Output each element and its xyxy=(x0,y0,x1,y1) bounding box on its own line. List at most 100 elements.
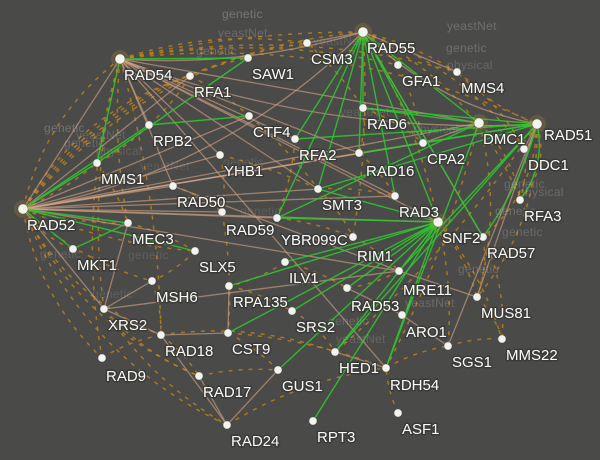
node-RAD6[interactable] xyxy=(358,103,368,113)
edge-RAD52-MMS1 xyxy=(22,162,98,210)
node-YBR099C[interactable] xyxy=(272,213,282,223)
node-label-RAD18: RAD18 xyxy=(165,343,213,360)
edge-ILV1-RAD53 xyxy=(284,261,348,289)
node-MMS22[interactable] xyxy=(497,334,507,344)
edge-RAD6-DMC1 xyxy=(362,107,480,124)
node-SNF2[interactable] xyxy=(432,216,444,228)
node-RAD24[interactable] xyxy=(222,420,232,430)
edge-XRS2-RAD24 xyxy=(103,308,228,426)
edge-RAD52-RFA1 xyxy=(22,75,191,210)
node-RPA135[interactable] xyxy=(224,281,234,291)
node-MEC3[interactable] xyxy=(123,218,133,228)
node-SLX5[interactable] xyxy=(190,246,200,256)
edge-RAD17-GUS1 xyxy=(198,368,279,377)
network-watermark: genetic xyxy=(458,262,499,276)
edge-RAD55-RAD51 xyxy=(362,31,538,125)
node-HED1[interactable] xyxy=(330,347,340,357)
edge-RAD51-RFA2 xyxy=(294,123,538,140)
node-RFA1[interactable] xyxy=(185,71,195,81)
node-GFA1[interactable] xyxy=(393,60,403,70)
network-watermark: genetic xyxy=(222,7,263,21)
node-RAD51[interactable] xyxy=(531,118,543,130)
edge-RAD51-SMT3 xyxy=(317,123,538,190)
edge-RAD50-RAD59 xyxy=(172,185,223,213)
node-MMS1[interactable] xyxy=(92,158,102,168)
node-SAW1[interactable] xyxy=(243,53,253,63)
node-RAD55[interactable] xyxy=(357,26,369,38)
node-RAD59[interactable] xyxy=(217,207,227,217)
edge-RAD51-MUS81 xyxy=(476,123,538,298)
node-label-HED1: HED1 xyxy=(339,360,379,377)
network-watermark: genetic xyxy=(504,177,545,191)
node-label-SNF2: SNF2 xyxy=(442,230,480,247)
node-RAD17[interactable] xyxy=(194,371,204,381)
network-watermark: genetic xyxy=(495,204,536,218)
node-SRS2[interactable] xyxy=(287,306,297,316)
edge-RPB2-CTF4 xyxy=(148,115,250,126)
edge-RAD52-RFA1 xyxy=(22,75,191,210)
node-MKT1[interactable] xyxy=(68,244,78,254)
node-RAD18[interactable] xyxy=(156,330,166,340)
node-RAD16[interactable] xyxy=(354,148,364,158)
node-CPA2[interactable] xyxy=(418,138,428,148)
edge-RAD51-RAD57 xyxy=(482,123,538,238)
node-RAD54[interactable] xyxy=(114,53,126,65)
node-label-MRE11: MRE11 xyxy=(403,282,452,299)
node-RFA2[interactable] xyxy=(290,134,300,144)
edge-XRS2-MEC3 xyxy=(103,222,129,310)
network-watermark: yeastNet xyxy=(336,332,386,346)
node-CSM3[interactable] xyxy=(302,38,312,48)
node-label-SLX5: SLX5 xyxy=(199,259,236,276)
edge-MRE11-XRS2 xyxy=(103,270,400,310)
network-watermark: genetic xyxy=(240,204,281,218)
node-CST9[interactable] xyxy=(223,328,233,338)
node-label-MMS1: MMS1 xyxy=(101,171,144,188)
node-RPT3[interactable] xyxy=(308,416,318,426)
node-MRE11[interactable] xyxy=(394,266,404,276)
nodes-layer xyxy=(14,23,546,430)
node-RAD53[interactable] xyxy=(342,283,352,293)
node-MUS81[interactable] xyxy=(472,292,482,302)
edge-XRS2-RAD17 xyxy=(103,308,200,377)
node-RPB2[interactable] xyxy=(144,120,154,130)
node-GUS1[interactable] xyxy=(273,365,283,375)
node-RAD50[interactable] xyxy=(168,181,178,191)
node-RAD3[interactable] xyxy=(390,191,400,201)
edge-CST9-RDH54 xyxy=(227,332,387,369)
node-label-RIM1: RIM1 xyxy=(357,248,393,265)
node-label-SMT3: SMT3 xyxy=(322,197,362,214)
node-ARO1[interactable] xyxy=(397,310,407,320)
node-MMS4[interactable] xyxy=(452,67,462,77)
node-CTF4[interactable] xyxy=(244,111,254,121)
node-SMT3[interactable] xyxy=(313,184,323,194)
node-label-MSH6: MSH6 xyxy=(156,289,198,306)
node-MSH6[interactable] xyxy=(147,276,157,286)
network-watermark: genetic xyxy=(92,287,133,301)
edge-RAD54-RAD51 xyxy=(119,52,538,125)
node-RAD57[interactable] xyxy=(478,232,488,242)
node-RAD52[interactable] xyxy=(17,203,29,215)
node-ASF1[interactable] xyxy=(393,408,403,418)
edge-SNF2-RDH54 xyxy=(385,221,439,369)
node-label-MKT1: MKT1 xyxy=(77,257,117,274)
node-RIM1[interactable] xyxy=(348,232,358,242)
node-XRS2[interactable] xyxy=(99,304,109,314)
node-DMC1[interactable] xyxy=(473,117,485,129)
edge-RAD52-CTF4 xyxy=(22,115,250,210)
edge-RAD18-CST9 xyxy=(160,332,229,336)
network-watermark: genetic xyxy=(64,136,105,150)
node-DDC1[interactable] xyxy=(519,144,529,154)
node-SGS1[interactable] xyxy=(443,341,453,351)
node-ILV1[interactable] xyxy=(280,257,290,267)
node-label-DMC1: DMC1 xyxy=(483,131,526,148)
node-RFA3[interactable] xyxy=(515,195,525,205)
node-RDH54[interactable] xyxy=(381,363,391,373)
node-label-MEC3: MEC3 xyxy=(132,231,174,248)
node-YHB1[interactable] xyxy=(215,150,225,160)
node-RAD9[interactable] xyxy=(97,353,107,363)
node-label-RFA3: RFA3 xyxy=(524,208,562,225)
node-label-CPA2: CPA2 xyxy=(427,151,465,168)
edge-RAD51-RFA3 xyxy=(519,123,540,201)
